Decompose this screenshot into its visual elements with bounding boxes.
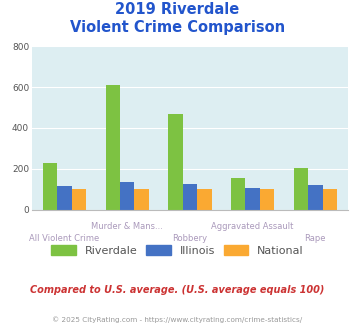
Bar bbox=[308, 185, 322, 210]
Text: Rape: Rape bbox=[305, 234, 326, 243]
Text: All Violent Crime: All Violent Crime bbox=[29, 234, 100, 243]
Bar bbox=[105, 85, 120, 210]
Text: Robbery: Robbery bbox=[173, 234, 207, 243]
Bar bbox=[294, 168, 308, 210]
Bar bbox=[260, 189, 274, 210]
Bar bbox=[183, 184, 197, 210]
Bar bbox=[120, 182, 135, 210]
Text: © 2025 CityRating.com - https://www.cityrating.com/crime-statistics/: © 2025 CityRating.com - https://www.city… bbox=[53, 316, 302, 323]
Bar bbox=[135, 189, 149, 210]
Bar bbox=[58, 186, 72, 210]
Bar bbox=[43, 163, 58, 210]
Bar bbox=[197, 189, 212, 210]
Text: Violent Crime Comparison: Violent Crime Comparison bbox=[70, 20, 285, 35]
Bar bbox=[72, 189, 86, 210]
Legend: Riverdale, Illinois, National: Riverdale, Illinois, National bbox=[47, 240, 308, 260]
Bar bbox=[168, 114, 183, 210]
Text: Compared to U.S. average. (U.S. average equals 100): Compared to U.S. average. (U.S. average … bbox=[30, 285, 325, 295]
Bar bbox=[231, 178, 245, 210]
Text: Aggravated Assault: Aggravated Assault bbox=[212, 222, 294, 231]
Text: 2019 Riverdale: 2019 Riverdale bbox=[115, 2, 240, 16]
Bar bbox=[322, 189, 337, 210]
Text: Murder & Mans...: Murder & Mans... bbox=[91, 222, 163, 231]
Bar bbox=[245, 188, 260, 210]
